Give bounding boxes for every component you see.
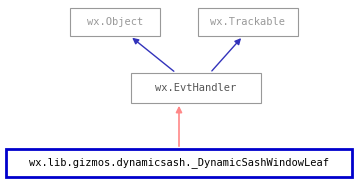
Text: wx.lib.gizmos.dynamicsash._DynamicSashWindowLeaf: wx.lib.gizmos.dynamicsash._DynamicSashWi…: [29, 157, 329, 168]
FancyBboxPatch shape: [131, 73, 261, 103]
Text: wx.Object: wx.Object: [87, 17, 143, 27]
FancyBboxPatch shape: [198, 8, 298, 36]
FancyBboxPatch shape: [70, 8, 160, 36]
FancyBboxPatch shape: [6, 149, 352, 177]
Text: wx.Trackable: wx.Trackable: [211, 17, 285, 27]
Text: wx.EvtHandler: wx.EvtHandler: [155, 83, 237, 93]
